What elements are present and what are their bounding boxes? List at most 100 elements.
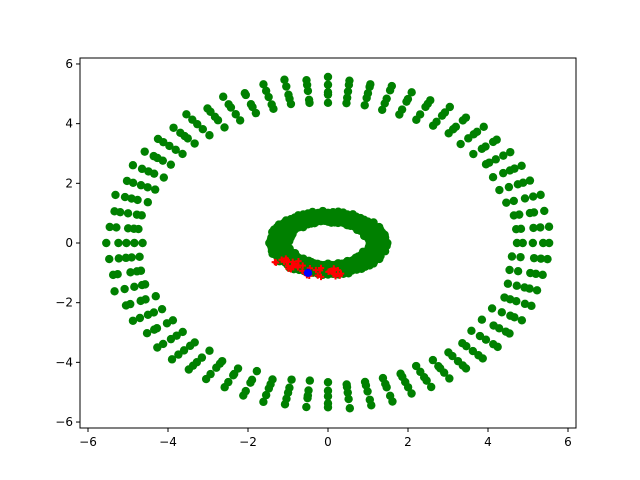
outer-ring-point bbox=[153, 134, 163, 144]
outer-ring-point bbox=[540, 206, 549, 216]
outer-ring-point bbox=[130, 238, 139, 248]
outer-ring-point bbox=[529, 223, 538, 233]
outer-ring-point bbox=[462, 341, 471, 351]
outer-ring-point bbox=[102, 238, 111, 248]
outer-ring-point bbox=[185, 341, 195, 351]
outer-ring-point bbox=[303, 393, 312, 403]
outer-ring-point bbox=[481, 142, 490, 151]
outer-ring-point bbox=[259, 80, 268, 89]
outer-ring-point bbox=[360, 101, 369, 110]
outer-ring-point bbox=[343, 388, 352, 397]
outer-ring-point bbox=[512, 281, 521, 290]
outer-ring-point bbox=[240, 89, 250, 98]
outer-ring-point bbox=[114, 238, 123, 248]
outer-ring-point bbox=[469, 149, 478, 159]
outer-ring-point bbox=[422, 376, 431, 385]
highlight-point bbox=[330, 265, 337, 272]
outer-ring-point bbox=[171, 145, 180, 154]
outer-ring-point bbox=[479, 122, 488, 132]
highlight-point bbox=[317, 264, 325, 272]
outer-ring-point bbox=[235, 116, 245, 125]
outer-ring-point bbox=[252, 366, 262, 376]
y-tick-label: −2 bbox=[55, 296, 73, 310]
outer-ring-point bbox=[123, 224, 133, 233]
outer-ring-point bbox=[323, 98, 333, 108]
outer-ring-point bbox=[382, 94, 391, 103]
outer-ring-point bbox=[220, 383, 229, 392]
x-tick-label: −4 bbox=[159, 435, 177, 449]
outer-ring-point bbox=[323, 88, 333, 97]
outer-ring-point bbox=[415, 110, 425, 119]
outer-ring-point bbox=[121, 253, 131, 263]
x-tick-label: 2 bbox=[404, 435, 412, 449]
outer-ring-point bbox=[387, 81, 397, 91]
outer-ring-point bbox=[246, 100, 256, 109]
y-tick-label: 6 bbox=[65, 57, 73, 71]
outer-ring-point bbox=[305, 376, 315, 385]
outer-ring-point bbox=[159, 173, 169, 182]
outer-ring-point bbox=[538, 270, 547, 280]
outer-ring-point bbox=[491, 155, 500, 164]
outer-ring-point bbox=[120, 284, 129, 294]
outer-ring-point bbox=[130, 282, 139, 292]
outer-ring-point bbox=[224, 100, 233, 109]
outer-ring-point bbox=[239, 391, 248, 400]
outer-ring-point bbox=[136, 296, 145, 306]
outer-ring-point bbox=[323, 80, 333, 89]
outer-ring-point bbox=[137, 280, 147, 290]
outer-ring-point bbox=[150, 325, 159, 334]
outer-ring-point bbox=[280, 400, 290, 409]
outer-ring-point bbox=[344, 394, 353, 404]
outer-ring-point bbox=[122, 176, 132, 186]
outer-ring-point bbox=[445, 102, 455, 112]
y-tick-label: 4 bbox=[65, 117, 73, 131]
outer-ring-point bbox=[461, 113, 471, 122]
outer-ring-point bbox=[135, 252, 144, 262]
outer-ring-point bbox=[367, 401, 376, 410]
outer-ring-point bbox=[105, 222, 114, 232]
outer-ring-point bbox=[544, 238, 554, 248]
x-tick-label: −2 bbox=[239, 435, 257, 449]
outer-ring-point bbox=[513, 267, 523, 276]
outer-ring-point bbox=[377, 105, 387, 115]
outer-ring-point bbox=[506, 147, 515, 157]
outer-ring-point bbox=[280, 75, 289, 84]
outer-ring-point bbox=[176, 128, 185, 138]
outer-ring-point bbox=[203, 104, 212, 113]
outer-ring-point bbox=[162, 319, 172, 328]
outer-ring-point bbox=[536, 254, 546, 263]
outer-ring-point bbox=[123, 209, 133, 218]
x-tick-label: 4 bbox=[484, 435, 492, 449]
outer-ring-point bbox=[461, 364, 471, 373]
outer-ring-point bbox=[132, 210, 142, 219]
outer-ring-point bbox=[543, 254, 552, 264]
outer-ring-point bbox=[529, 253, 539, 263]
outer-ring-point bbox=[520, 299, 530, 309]
y-tick-label: −4 bbox=[55, 355, 73, 369]
highlight-point bbox=[283, 256, 290, 264]
outer-ring-point bbox=[110, 207, 119, 216]
outer-ring-point bbox=[532, 286, 542, 295]
outer-ring-point bbox=[343, 87, 353, 96]
highlight-point bbox=[293, 262, 301, 269]
outer-ring-point bbox=[153, 343, 162, 352]
outer-ring-point bbox=[505, 265, 514, 275]
outer-ring-point bbox=[411, 361, 421, 371]
outer-ring-point bbox=[190, 139, 199, 148]
outer-ring-point bbox=[323, 403, 333, 412]
outer-ring-point bbox=[112, 223, 121, 232]
outer-ring-point bbox=[528, 192, 538, 201]
outer-ring-point bbox=[407, 88, 416, 97]
highlight-point bbox=[317, 273, 325, 281]
outer-ring-point bbox=[516, 224, 526, 234]
outer-ring-point bbox=[267, 100, 276, 109]
outer-ring-point bbox=[157, 304, 167, 314]
outer-ring-point bbox=[505, 329, 514, 338]
outer-ring-point bbox=[140, 147, 149, 156]
outer-ring-point bbox=[304, 95, 314, 105]
x-tick-label: −6 bbox=[79, 435, 97, 449]
outer-ring-point bbox=[467, 326, 476, 336]
outer-ring-point bbox=[492, 135, 501, 144]
